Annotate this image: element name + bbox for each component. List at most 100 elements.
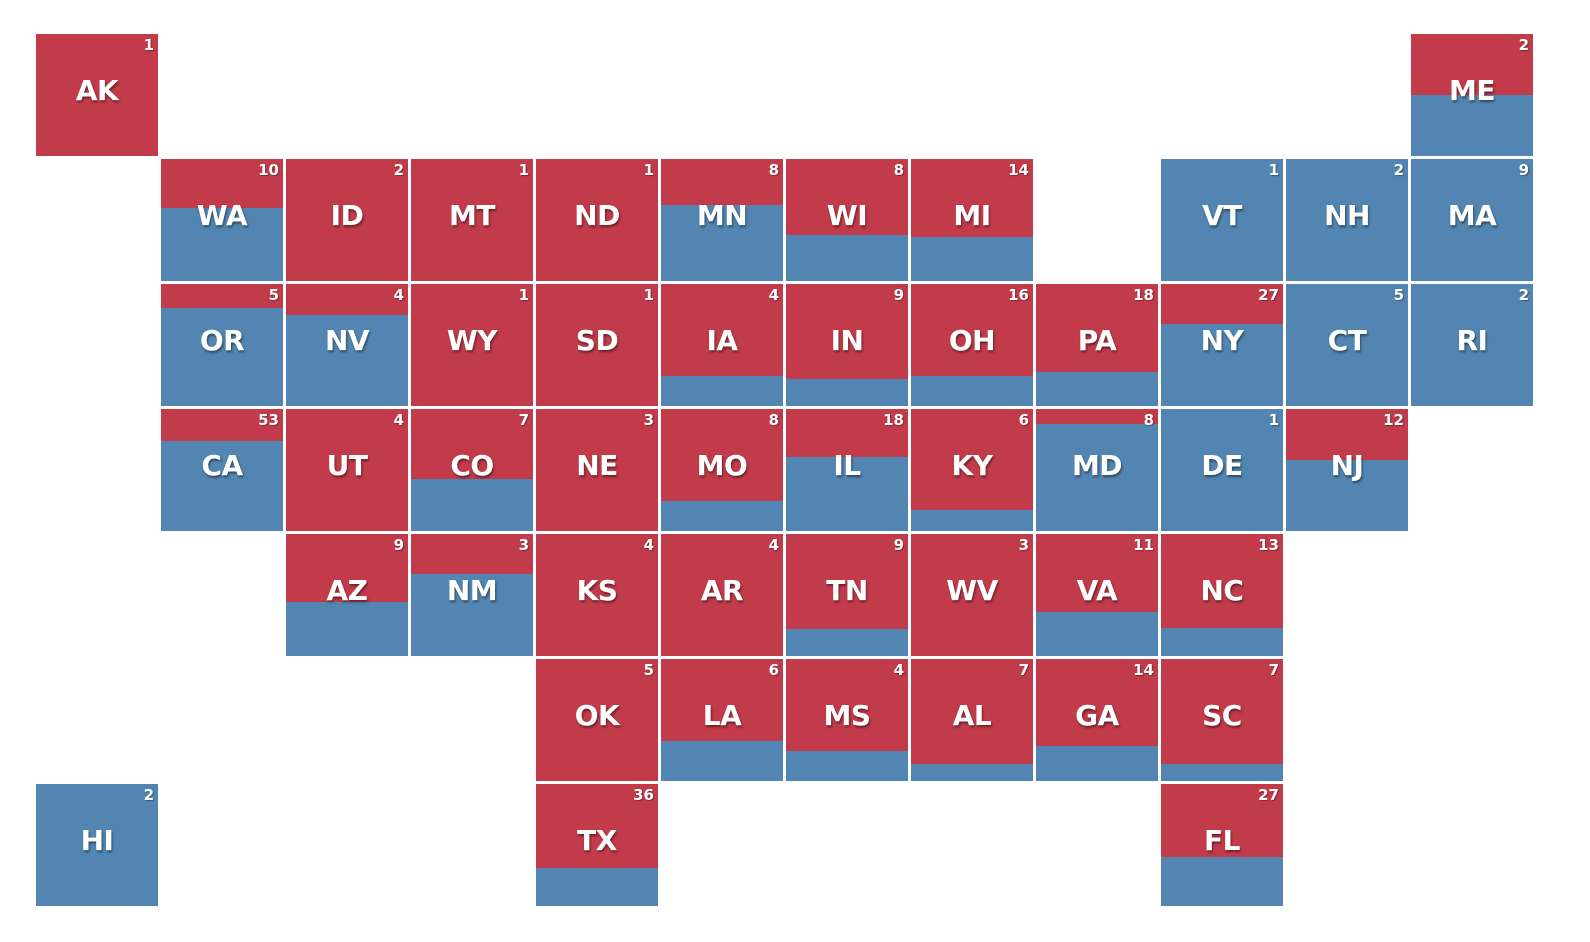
state-tile-ms[interactable]: 4 MS (786, 659, 908, 781)
state-tile-tn[interactable]: 9 TN (786, 534, 908, 656)
state-tile-nd[interactable]: 1 ND (536, 159, 658, 281)
seat-count-label: 5 (1393, 286, 1404, 304)
state-tile-wa[interactable]: 10 WA (161, 159, 283, 281)
state-tile-ks[interactable]: 4 KS (536, 534, 658, 656)
state-tile-va[interactable]: 11 VA (1036, 534, 1158, 656)
seat-count-label: 4 (643, 536, 654, 554)
state-abbreviation-label: CA (201, 449, 243, 482)
state-tile-vt[interactable]: 1 VT (1161, 159, 1283, 281)
state-abbreviation-label: MI (953, 199, 991, 232)
state-tile-md[interactable]: 8 MD (1036, 409, 1158, 531)
state-tile-co[interactable]: 7 CO (411, 409, 533, 531)
seat-count-label: 2 (1518, 286, 1529, 304)
state-tile-wv[interactable]: 3 WV (911, 534, 1033, 656)
republican-share-fill (786, 534, 908, 629)
seat-count-label: 7 (1018, 661, 1029, 679)
state-abbreviation-label: AK (75, 74, 119, 107)
seat-count-label: 1 (1268, 161, 1279, 179)
state-tile-sd[interactable]: 1 SD (536, 284, 658, 406)
republican-share-fill (536, 659, 658, 781)
state-tile-wy[interactable]: 1 WY (411, 284, 533, 406)
state-tile-ct[interactable]: 5 CT (1286, 284, 1408, 406)
state-tile-ny[interactable]: 27 NY (1161, 284, 1283, 406)
state-tile-nm[interactable]: 3 NM (411, 534, 533, 656)
seat-count-label: 3 (643, 411, 654, 429)
seat-count-label: 2 (1518, 36, 1529, 54)
state-tile-oh[interactable]: 16 OH (911, 284, 1033, 406)
state-tile-ky[interactable]: 6 KY (911, 409, 1033, 531)
state-tile-or[interactable]: 5 OR (161, 284, 283, 406)
republican-share-fill (661, 159, 783, 205)
state-tile-il[interactable]: 18 IL (786, 409, 908, 531)
republican-share-fill (911, 284, 1033, 376)
republican-share-fill (411, 534, 533, 574)
state-tile-id[interactable]: 2 ID (286, 159, 408, 281)
seat-count-label: 4 (768, 536, 779, 554)
state-tile-mt[interactable]: 1 MT (411, 159, 533, 281)
state-tile-ar[interactable]: 4 AR (661, 534, 783, 656)
state-tile-nj[interactable]: 12 NJ (1286, 409, 1408, 531)
seat-count-label: 6 (768, 661, 779, 679)
state-tile-ak[interactable]: 1 AK (36, 34, 158, 156)
state-tile-ma[interactable]: 9 MA (1411, 159, 1533, 281)
state-tile-mo[interactable]: 8 MO (661, 409, 783, 531)
republican-share-fill (536, 284, 658, 406)
state-tile-me[interactable]: 2 ME (1411, 34, 1533, 156)
state-tile-wi[interactable]: 8 WI (786, 159, 908, 281)
seat-count-label: 4 (393, 411, 404, 429)
state-abbreviation-label: MS (823, 699, 871, 732)
seat-count-label: 2 (143, 786, 154, 804)
republican-share-fill (911, 534, 1033, 656)
state-tile-de[interactable]: 1 DE (1161, 409, 1283, 531)
state-tile-ok[interactable]: 5 OK (536, 659, 658, 781)
state-abbreviation-label: TN (826, 574, 868, 607)
republican-share-fill (911, 409, 1033, 510)
state-tile-nh[interactable]: 2 NH (1286, 159, 1408, 281)
republican-share-fill (661, 409, 783, 501)
state-abbreviation-label: KS (576, 574, 618, 607)
republican-share-fill (536, 409, 658, 531)
state-tile-pa[interactable]: 18 PA (1036, 284, 1158, 406)
state-tile-la[interactable]: 6 LA (661, 659, 783, 781)
state-tile-hi[interactable]: 2 HI (36, 784, 158, 906)
state-tile-ia[interactable]: 4 IA (661, 284, 783, 406)
state-tile-in[interactable]: 9 IN (786, 284, 908, 406)
state-tile-ri[interactable]: 2 RI (1411, 284, 1533, 406)
republican-share-fill (286, 534, 408, 602)
republican-share-fill (286, 159, 408, 281)
republican-share-fill (911, 659, 1033, 764)
republican-share-fill (36, 34, 158, 156)
state-abbreviation-label: NH (1324, 199, 1370, 232)
state-tile-mn[interactable]: 8 MN (661, 159, 783, 281)
state-abbreviation-label: AR (700, 574, 744, 607)
state-tile-tx[interactable]: 36 TX (536, 784, 658, 906)
state-tile-nc[interactable]: 13 NC (1161, 534, 1283, 656)
seat-count-label: 2 (393, 161, 404, 179)
seat-count-label: 7 (1268, 661, 1279, 679)
state-tile-ut[interactable]: 4 UT (286, 409, 408, 531)
seat-count-label: 10 (258, 161, 279, 179)
state-tile-nv[interactable]: 4 NV (286, 284, 408, 406)
state-tile-al[interactable]: 7 AL (911, 659, 1033, 781)
state-abbreviation-label: SC (1202, 699, 1242, 732)
republican-share-fill (286, 409, 408, 531)
seat-count-label: 12 (1383, 411, 1404, 429)
state-abbreviation-label: OK (574, 699, 620, 732)
republican-share-fill (411, 284, 533, 406)
seat-count-label: 8 (1143, 411, 1154, 429)
seat-count-label: 13 (1258, 536, 1279, 554)
republican-share-fill (786, 159, 908, 235)
state-tile-mi[interactable]: 14 MI (911, 159, 1033, 281)
state-tile-ne[interactable]: 3 NE (536, 409, 658, 531)
state-tile-ga[interactable]: 14 GA (1036, 659, 1158, 781)
state-tile-sc[interactable]: 7 SC (1161, 659, 1283, 781)
seat-count-label: 1 (518, 161, 529, 179)
state-tile-ca[interactable]: 53 CA (161, 409, 283, 531)
state-tile-fl[interactable]: 27 FL (1161, 784, 1283, 906)
seat-count-label: 5 (643, 661, 654, 679)
republican-share-fill (1286, 409, 1408, 460)
state-tile-az[interactable]: 9 AZ (286, 534, 408, 656)
republican-share-fill (1161, 284, 1283, 324)
seat-count-label: 8 (768, 161, 779, 179)
seat-count-label: 4 (393, 286, 404, 304)
